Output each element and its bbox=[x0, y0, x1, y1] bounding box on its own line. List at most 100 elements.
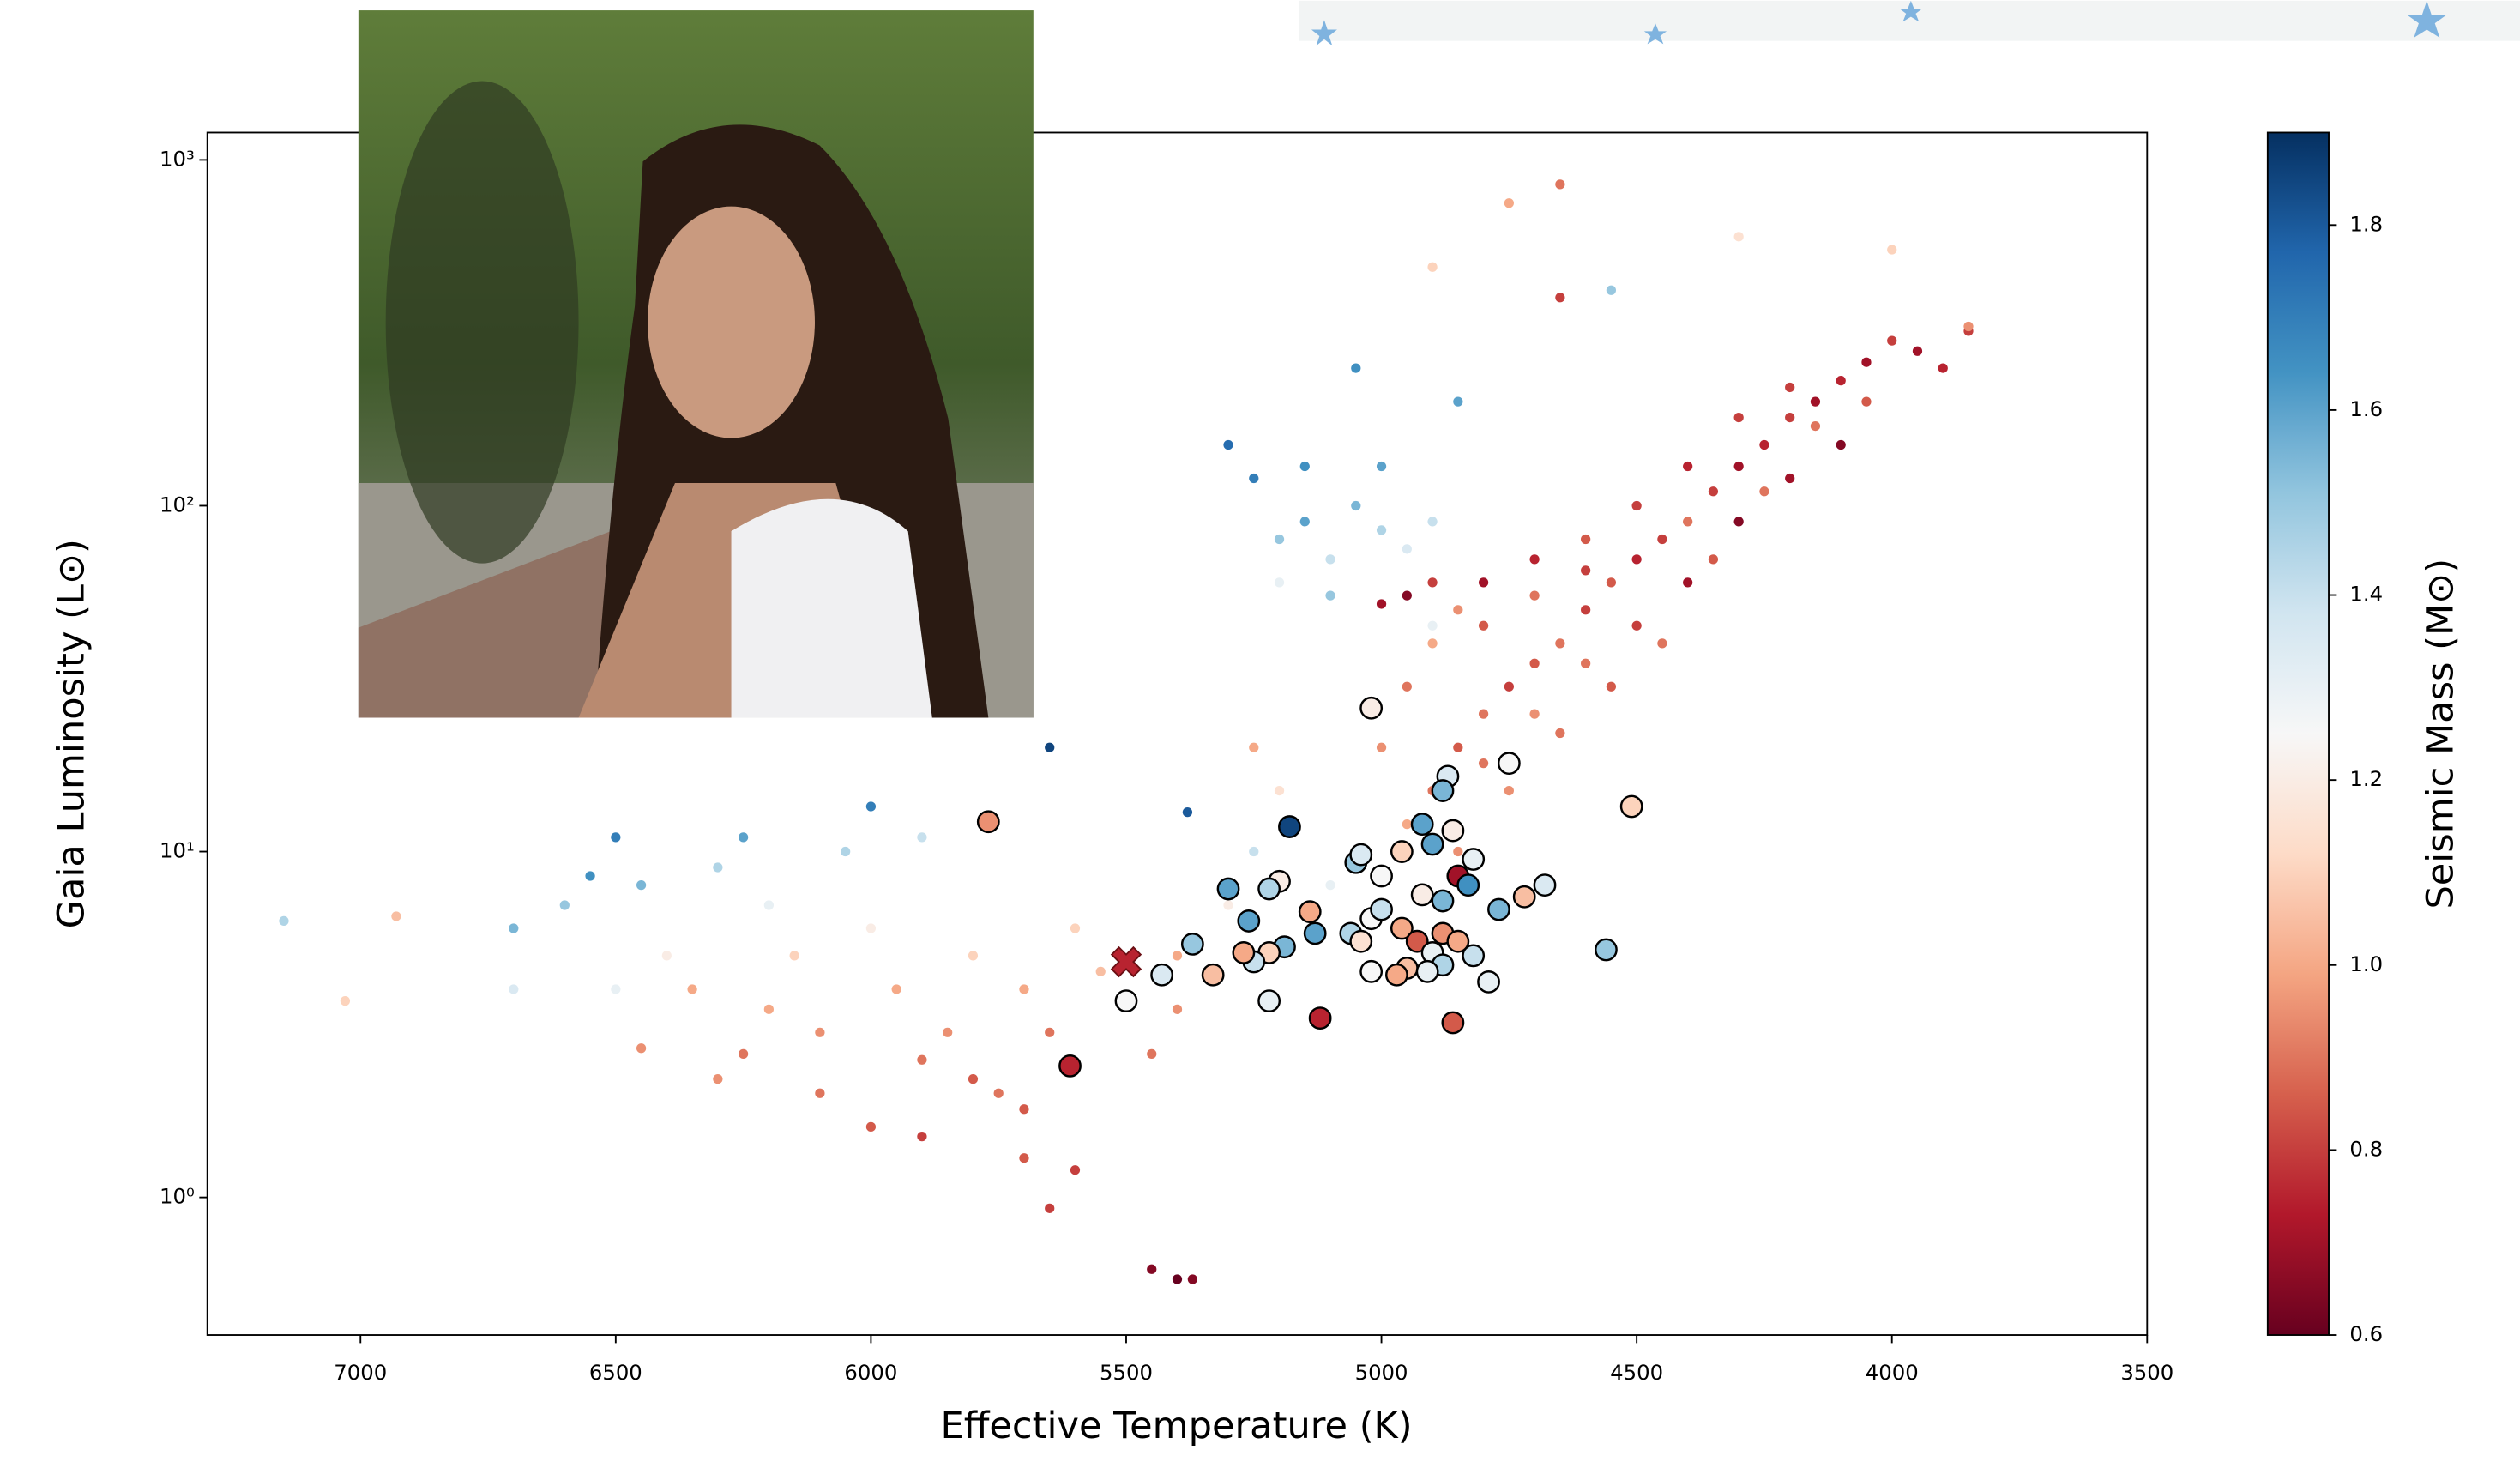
x-tick-label: 3500 bbox=[2120, 1360, 2173, 1385]
point bbox=[1249, 473, 1259, 484]
point bbox=[611, 832, 621, 843]
point bbox=[1325, 590, 1335, 601]
point bbox=[1683, 461, 1693, 472]
point bbox=[340, 995, 351, 1006]
point bbox=[687, 984, 697, 994]
point bbox=[1223, 900, 1233, 910]
point bbox=[1303, 921, 1327, 945]
point bbox=[1631, 554, 1642, 565]
point bbox=[917, 832, 927, 843]
colorbar bbox=[2266, 131, 2330, 1336]
point bbox=[1402, 681, 1412, 692]
point bbox=[1631, 620, 1642, 631]
point bbox=[1581, 534, 1591, 545]
photo bbox=[358, 10, 1034, 718]
point bbox=[713, 862, 723, 873]
point bbox=[279, 915, 289, 927]
point bbox=[917, 1132, 927, 1142]
point bbox=[976, 810, 1000, 834]
point bbox=[1533, 873, 1557, 897]
point bbox=[1963, 321, 1974, 332]
point bbox=[1070, 923, 1081, 933]
point bbox=[1446, 929, 1470, 953]
point bbox=[1370, 897, 1393, 921]
point bbox=[1759, 439, 1769, 450]
point bbox=[1606, 681, 1617, 692]
point bbox=[1359, 696, 1384, 720]
point bbox=[559, 900, 570, 910]
x-tick-label: 6500 bbox=[589, 1360, 642, 1385]
colorbar-tick-label: 1.6 bbox=[2349, 396, 2383, 421]
point bbox=[841, 846, 851, 857]
colorbar-label: Seismic Mass (M⊙) bbox=[2420, 559, 2463, 909]
point bbox=[1237, 909, 1261, 933]
point bbox=[943, 1027, 953, 1037]
point bbox=[891, 984, 901, 994]
colorbar-tick-label: 0.6 bbox=[2349, 1321, 2383, 1346]
point bbox=[585, 871, 595, 881]
point bbox=[1887, 335, 1897, 346]
point bbox=[509, 923, 519, 933]
point bbox=[1410, 813, 1434, 837]
point bbox=[1887, 245, 1897, 255]
point bbox=[1415, 959, 1439, 983]
point bbox=[1402, 590, 1412, 601]
top-strip bbox=[1298, 0, 2520, 46]
point bbox=[1431, 889, 1455, 913]
point bbox=[1045, 1027, 1055, 1037]
point bbox=[1349, 929, 1373, 953]
point bbox=[1427, 262, 1438, 272]
point bbox=[1912, 346, 1923, 356]
point bbox=[1836, 439, 1846, 450]
colorbar-tick-label: 1.0 bbox=[2349, 951, 2383, 976]
point bbox=[1070, 1165, 1081, 1175]
point bbox=[1308, 1006, 1332, 1030]
point bbox=[1427, 577, 1438, 588]
point bbox=[1427, 620, 1438, 631]
point bbox=[1453, 605, 1463, 615]
x-tick-label: 4500 bbox=[1610, 1360, 1663, 1385]
point bbox=[1427, 638, 1438, 649]
point bbox=[1581, 605, 1591, 615]
point bbox=[1555, 293, 1565, 303]
point bbox=[391, 911, 401, 921]
point bbox=[1058, 1054, 1082, 1078]
x-tick-label: 5000 bbox=[1355, 1360, 1408, 1385]
point bbox=[1019, 1153, 1029, 1163]
point bbox=[1325, 554, 1335, 565]
point bbox=[636, 1043, 647, 1054]
point bbox=[1810, 396, 1821, 407]
point bbox=[1504, 785, 1514, 796]
point bbox=[1453, 396, 1463, 407]
point bbox=[1427, 517, 1438, 527]
point bbox=[1402, 544, 1412, 554]
point bbox=[815, 1027, 825, 1037]
x-axis-label: Effective Temperature (K) bbox=[941, 1405, 1413, 1447]
point bbox=[789, 951, 799, 961]
point bbox=[1836, 376, 1846, 386]
point bbox=[1420, 832, 1444, 856]
point bbox=[1019, 1104, 1029, 1115]
point bbox=[1785, 473, 1795, 484]
point bbox=[1376, 525, 1387, 535]
point bbox=[1733, 232, 1744, 242]
point bbox=[611, 984, 621, 994]
point bbox=[993, 1088, 1004, 1098]
point bbox=[865, 923, 877, 933]
point bbox=[1441, 1011, 1465, 1035]
point bbox=[1376, 599, 1387, 609]
point bbox=[1456, 873, 1480, 897]
point bbox=[1785, 412, 1795, 423]
point bbox=[1351, 500, 1361, 511]
point bbox=[1223, 439, 1233, 450]
point bbox=[1441, 819, 1465, 843]
colorbar-tick-label: 1.2 bbox=[2349, 766, 2383, 791]
point bbox=[1504, 198, 1514, 208]
point bbox=[1595, 938, 1618, 962]
point bbox=[865, 801, 877, 812]
point bbox=[1657, 534, 1667, 545]
point bbox=[1581, 565, 1591, 576]
point bbox=[1555, 638, 1565, 649]
point bbox=[1172, 1274, 1183, 1284]
point bbox=[1216, 877, 1240, 901]
